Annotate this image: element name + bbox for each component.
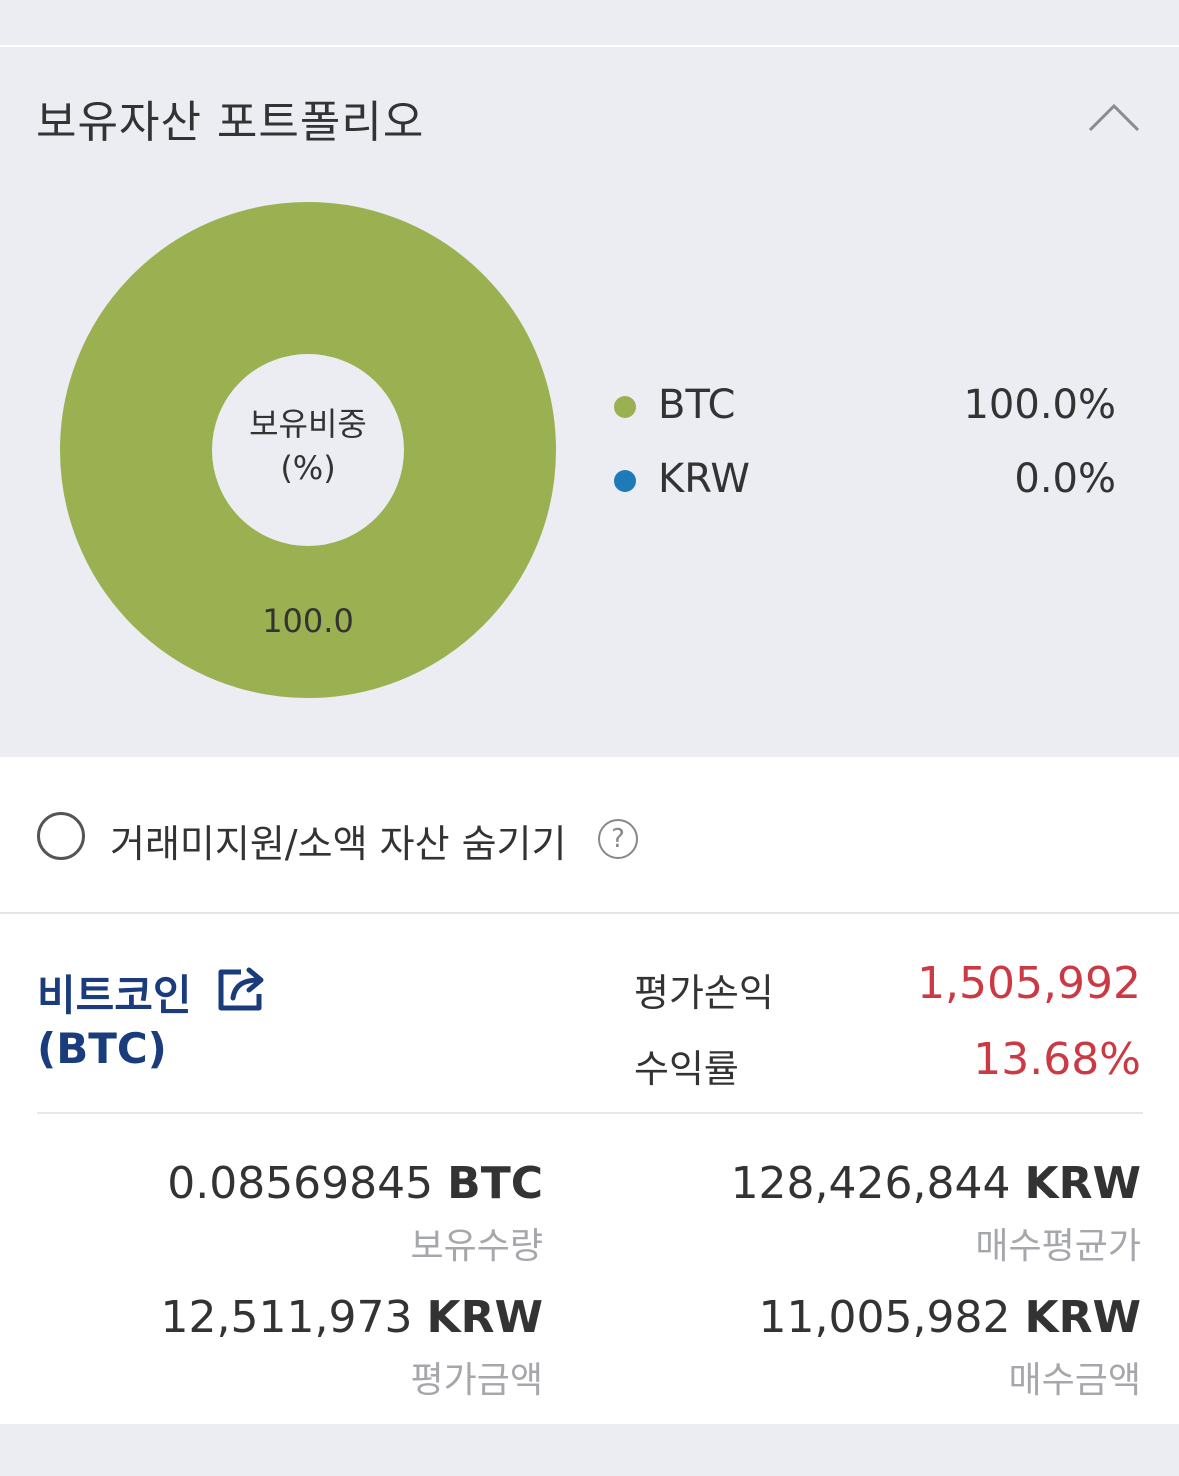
legend-percent: 0.0% xyxy=(1014,456,1116,502)
return-label: 수익률 xyxy=(634,1047,739,1091)
legend-name: KRW xyxy=(658,456,750,502)
donut-center-line2: (%) xyxy=(280,449,336,487)
holding-qty-label: 보유수량 xyxy=(410,1226,543,1267)
donut-center-line1: 보유비중 xyxy=(249,405,367,443)
avg-price-value: 128,426,844 xyxy=(730,1158,1011,1209)
portfolio-section: 보유자산 포트폴리오 보유비중 (%) 100.0 BTC 100.0% KRW… xyxy=(36,96,1144,698)
buy-amount-label: 매수금액 xyxy=(1008,1360,1141,1401)
donut-slice-btc xyxy=(60,202,556,698)
holding-donut-chart xyxy=(60,202,556,698)
legend-item-btc: BTC 100.0% xyxy=(612,382,1122,432)
share-link-icon[interactable] xyxy=(215,964,269,1014)
buy-amount-unit: KRW xyxy=(1024,1292,1141,1343)
legend-name: BTC xyxy=(658,382,736,428)
metric-avg-price: 128,426,844 KRW 매수평균가 xyxy=(731,1158,1141,1269)
avg-price-label: 매수평균가 xyxy=(975,1226,1141,1267)
hide-small-assets-label[interactable]: 거래미지원/소액 자산 숨기기 xyxy=(110,822,567,866)
top-strip xyxy=(0,0,1179,47)
hide-small-assets-bar: 거래미지원/소액 자산 숨기기 ? xyxy=(0,757,1179,914)
hide-small-assets-radio[interactable] xyxy=(37,812,85,860)
metric-eval-amount: 12,511,973 KRW 평가금액 xyxy=(161,1292,543,1403)
eval-amount-value: 12,511,973 xyxy=(160,1292,413,1343)
profit-label: 평가손익 xyxy=(634,971,774,1015)
holding-qty-unit: BTC xyxy=(447,1158,543,1209)
coin-ticker: (BTC) xyxy=(37,1024,167,1073)
card-divider xyxy=(37,1112,1143,1114)
metric-holding-qty: 0.08569845 BTC 보유수량 xyxy=(167,1158,543,1269)
coin-name[interactable]: 비트코인 xyxy=(37,971,192,1020)
eval-amount-unit: KRW xyxy=(426,1292,543,1343)
metric-buy-amount: 11,005,982 KRW 매수금액 xyxy=(759,1292,1141,1403)
portfolio-title: 보유자산 포트폴리오 xyxy=(36,97,425,148)
avg-price-unit: KRW xyxy=(1024,1158,1141,1209)
legend-percent: 100.0% xyxy=(963,382,1116,428)
donut-slice-label: 100.0 xyxy=(262,602,354,640)
profit-value: 1,505,992 xyxy=(917,958,1141,1009)
eval-amount-label: 평가금액 xyxy=(410,1360,543,1401)
buy-amount-value: 11,005,982 xyxy=(758,1292,1011,1343)
donut-center-label: 보유비중 (%) xyxy=(210,402,406,552)
help-icon[interactable]: ? xyxy=(598,819,638,859)
legend-item-krw: KRW 0.0% xyxy=(612,456,1122,506)
return-value: 13.68% xyxy=(973,1034,1141,1085)
legend-dot-btc xyxy=(614,396,636,418)
chevron-up-icon[interactable] xyxy=(1084,96,1144,136)
holding-qty-value: 0.08569845 xyxy=(167,1158,434,1209)
asset-card-btc: 비트코인 (BTC) 평가손익 1,505,992 수익률 13.68% 0.0… xyxy=(0,914,1179,1424)
legend-dot-krw xyxy=(614,470,636,492)
bottom-strip xyxy=(0,1424,1179,1476)
